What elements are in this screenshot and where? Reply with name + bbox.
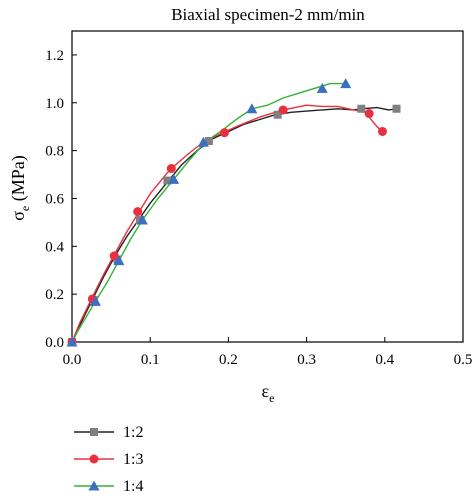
series-3-point	[113, 255, 125, 266]
y-axis-title: σe (MPa)	[8, 155, 32, 221]
series-1-point	[392, 104, 401, 113]
x-axis-title: εe	[262, 381, 275, 405]
y-tick-label: 0.8	[45, 144, 64, 160]
y-tick-label: 0.0	[45, 335, 64, 351]
series-2-point	[278, 105, 288, 115]
legend-marker-2	[89, 454, 99, 464]
series-3-point	[246, 103, 258, 114]
series-line-1	[71, 106, 397, 343]
series-3-point	[340, 78, 352, 89]
series-3-point	[197, 136, 209, 147]
series-2-point	[166, 164, 176, 174]
x-tick-label: 0.0	[63, 352, 82, 368]
legend-label-2: 1:3	[123, 451, 143, 468]
series-2-point	[133, 207, 143, 217]
series-line-3	[71, 82, 346, 343]
series-2-point	[377, 126, 387, 136]
y-tick-label: 0.2	[45, 287, 64, 303]
series-1-point	[357, 104, 366, 113]
y-axis-title-symbol: σ	[8, 211, 28, 221]
legend-label-1: 1:2	[123, 424, 143, 441]
x-axis-title-symbol: ε	[262, 381, 270, 401]
y-tick-label: 0.4	[45, 239, 64, 255]
series-3-point	[66, 336, 78, 347]
legend-marker-3	[88, 480, 100, 491]
series-1-point	[273, 110, 282, 119]
y-tick-label: 0.6	[45, 191, 64, 207]
series-2-point	[219, 128, 229, 138]
series-1-point	[204, 137, 213, 146]
x-axis-title-subscript: e	[269, 391, 274, 405]
series-line-2	[71, 104, 383, 343]
series-3-point	[316, 82, 328, 93]
x-tick-label: 0.2	[219, 352, 238, 368]
x-tick-label: 0.1	[141, 352, 160, 368]
series-3-point	[89, 295, 101, 306]
x-tick-label: 0.3	[297, 352, 316, 368]
legend-label-3: 1:4	[123, 478, 143, 495]
series-3-point	[168, 173, 180, 184]
chart-title: Biaxial specimen-2 mm/min	[171, 5, 365, 24]
y-axis-title-unit: (MPa)	[8, 155, 29, 206]
plot-area-frame	[71, 30, 464, 343]
series-1-point	[163, 176, 172, 185]
series-2-point	[364, 109, 374, 119]
y-axis-title-subscript: e	[18, 206, 32, 211]
x-tick-label: 0.5	[454, 352, 473, 368]
series-2-point	[109, 251, 119, 261]
y-tick-label: 1.0	[45, 96, 64, 112]
x-tick-label: 0.4	[375, 352, 394, 368]
y-tick-label: 1.2	[45, 48, 64, 64]
series-3-point	[136, 214, 148, 225]
legend: 1:2 1:3 1:4	[74, 424, 143, 495]
legend-marker-1	[90, 428, 98, 436]
